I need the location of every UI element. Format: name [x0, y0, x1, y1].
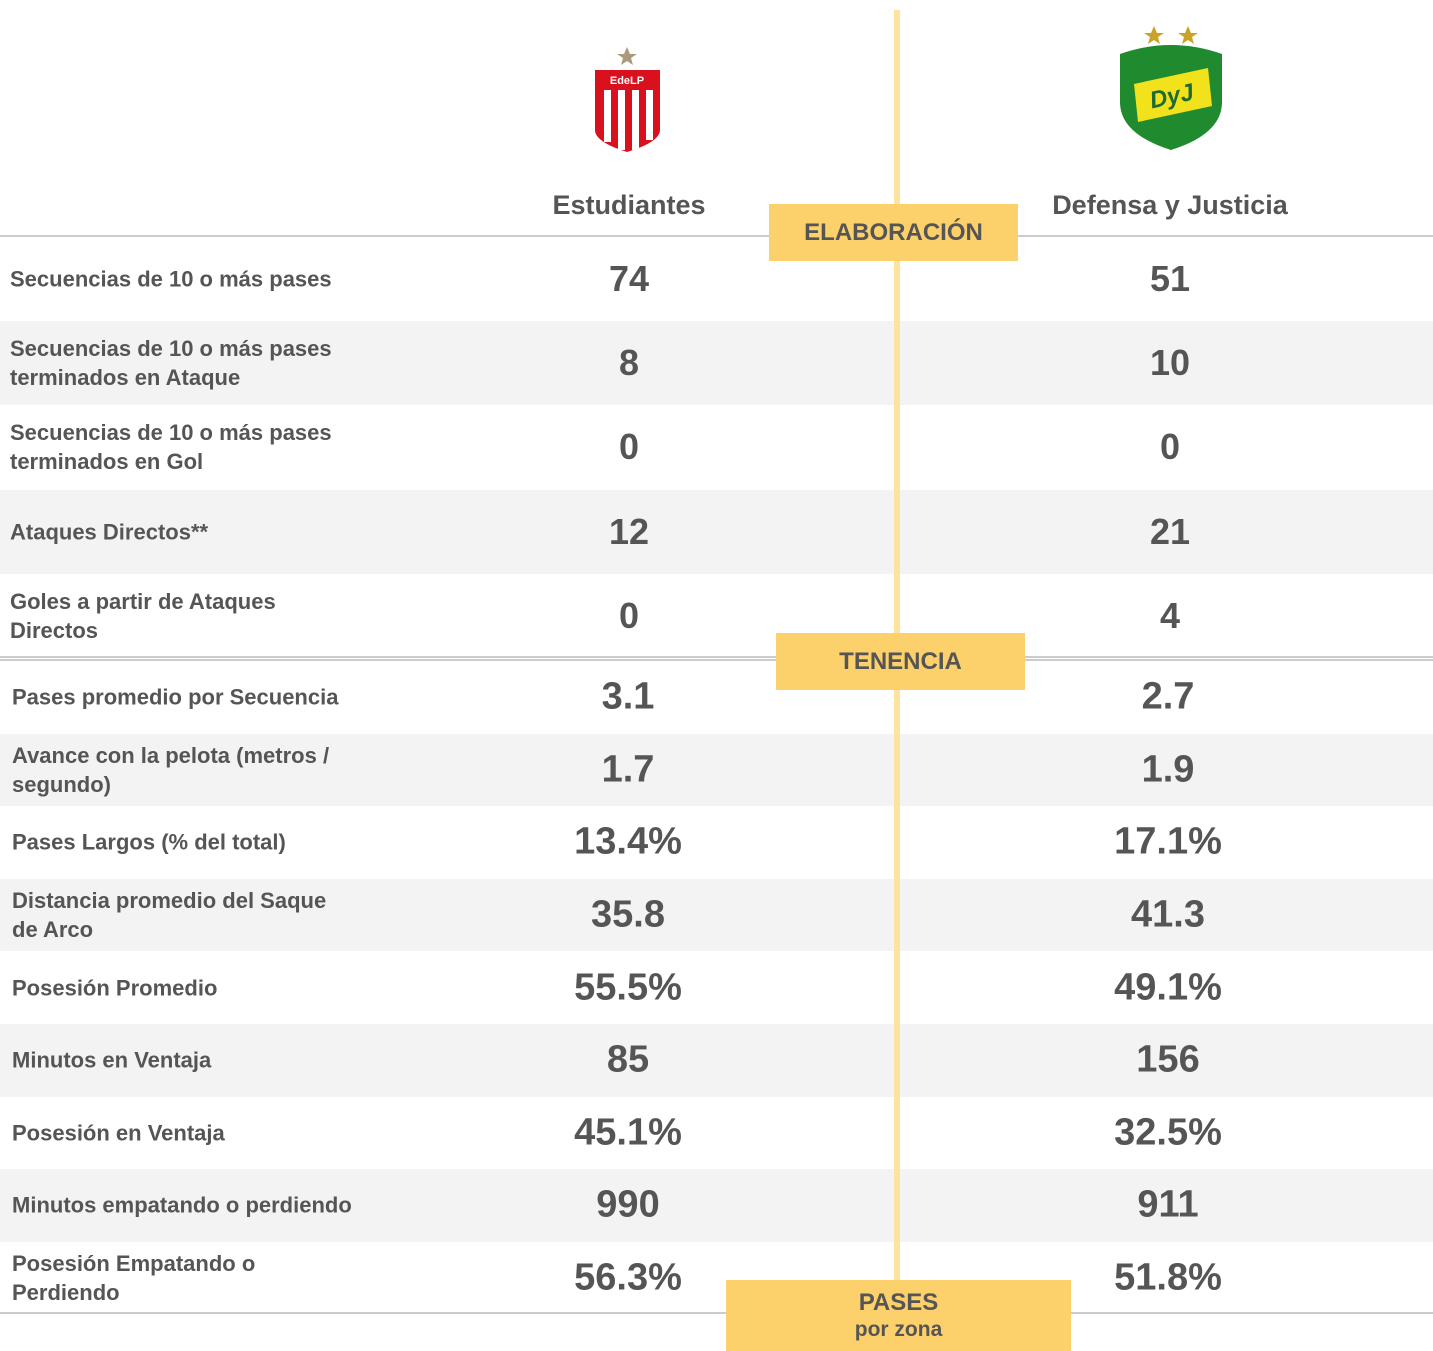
row-value: 17.1% [1114, 820, 1222, 863]
row-label: Minutos en Ventaja [12, 1047, 212, 1073]
table-row: Secuencias de 10 o más pases terminados … [0, 405, 1433, 489]
table-row: Pases promedio por Secuencia 3.1 2.7 [0, 661, 1433, 734]
row-value: 49.1% [1114, 966, 1222, 1009]
row-value: 41.3 [1131, 893, 1205, 936]
row-value: 32.5% [1114, 1111, 1222, 1154]
separator [0, 656, 1433, 658]
row-value: 0 [1159, 426, 1181, 468]
section-title: ELABORACIÓN [804, 218, 983, 246]
row-value: 74 [608, 258, 650, 300]
table-row: Posesión en Ventaja 45.1% 32.5% [0, 1097, 1433, 1170]
row-value: 12 [608, 510, 650, 552]
separator [0, 1312, 1433, 1314]
separator [0, 659, 1433, 661]
separator [0, 235, 1433, 237]
table-row: Minutos en Ventaja 85 156 [0, 1024, 1433, 1097]
row-value: 0 [618, 594, 640, 636]
row-label: Goles a partir de Ataques Directos [10, 588, 276, 643]
table-row: Goles a partir de Ataques Directos 0 4 [0, 574, 1433, 658]
row-value: 35.8 [591, 893, 665, 936]
row-value: 1.9 [1141, 748, 1195, 791]
team-name: Estudiantes [552, 190, 706, 220]
row-value: 2.7 [1141, 675, 1195, 718]
row-label: Posesión Promedio [12, 975, 218, 1001]
row-label: Minutos empatando o perdiendo [12, 1192, 352, 1218]
row-value: 45.1% [574, 1111, 682, 1154]
row-value: 10 [1149, 342, 1191, 384]
row-value: 1.7 [601, 748, 655, 791]
section-badge: PASES por zona [726, 1280, 1071, 1351]
team-name: Defensa y Justicia [1052, 190, 1288, 220]
row-label: Secuencias de 10 o más pases terminados … [10, 420, 332, 475]
table-row: Pases Largos (% del total) 13.4% 17.1% [0, 806, 1433, 879]
table-row: Secuencias de 10 o más pases terminados … [0, 321, 1433, 406]
section-title: PASES [858, 1288, 939, 1316]
star [1144, 26, 1164, 44]
row-value: 55.5% [574, 966, 682, 1009]
table-row: Avance con la pelota (metros / segundo) 1… [0, 733, 1433, 807]
star [617, 47, 637, 65]
row-label: Secuencias de 10 o más pases [10, 266, 332, 292]
row-label: Avance con la pelota (metros / segundo) [12, 742, 330, 797]
row-value: 8 [618, 342, 640, 384]
row-label: Posesión en Ventaja [12, 1120, 225, 1146]
row-value: 56.3% [574, 1256, 682, 1299]
section-badge: ELABORACIÓN [769, 204, 1018, 261]
row-value: 4 [1159, 594, 1181, 636]
row-value: 156 [1136, 1038, 1200, 1081]
defensa-crest: DyJ [1120, 26, 1222, 150]
row-label: Ataques Directos** [10, 519, 209, 545]
row-value: 51.8% [1114, 1256, 1222, 1299]
row-label: Secuencias de 10 o más pases terminados … [10, 336, 332, 391]
row-value: 85 [606, 1038, 650, 1081]
table-row: Secuencias de 10 o más pases 74 51 [0, 237, 1433, 321]
row-label: Pases promedio por Secuencia [12, 684, 339, 710]
stripes [604, 90, 653, 150]
row-label: Distancia promedio del Saque de Arco [12, 888, 327, 943]
row-label: Posesión Empatando o Perdiendo [12, 1251, 256, 1306]
row-label: Pases Largos (% del total) [12, 829, 286, 855]
table-row: Posesión Empatando o Perdiendo 56.3% 51.8% [0, 1242, 1433, 1315]
row-value: 0 [618, 426, 640, 468]
section-subtitle: por zona [854, 1317, 943, 1341]
band [1134, 68, 1212, 122]
row-value: 990 [596, 1183, 660, 1226]
section-title: TENENCIA [839, 647, 962, 675]
table-row: Distancia promedio del Saque de Arco 35.8… [0, 878, 1433, 952]
row-value: 51 [1149, 258, 1191, 300]
crest-text: EdeLP [610, 75, 644, 87]
star [1178, 26, 1198, 44]
table-row: Ataques Directos** 12 21 [0, 489, 1433, 574]
table-row: Minutos empatando o perdiendo 990 911 [0, 1169, 1433, 1242]
row-value: 3.1 [601, 675, 655, 718]
row-value: 13.4% [574, 820, 682, 863]
table-row: Posesión Promedio 55.5% 49.1% [0, 951, 1433, 1024]
row-value: 911 [1137, 1183, 1199, 1226]
section-badge: TENENCIA [776, 633, 1025, 690]
row-value: 21 [1149, 510, 1191, 552]
estudiantes-crest: EdeLP [595, 47, 660, 152]
shield [595, 70, 660, 152]
